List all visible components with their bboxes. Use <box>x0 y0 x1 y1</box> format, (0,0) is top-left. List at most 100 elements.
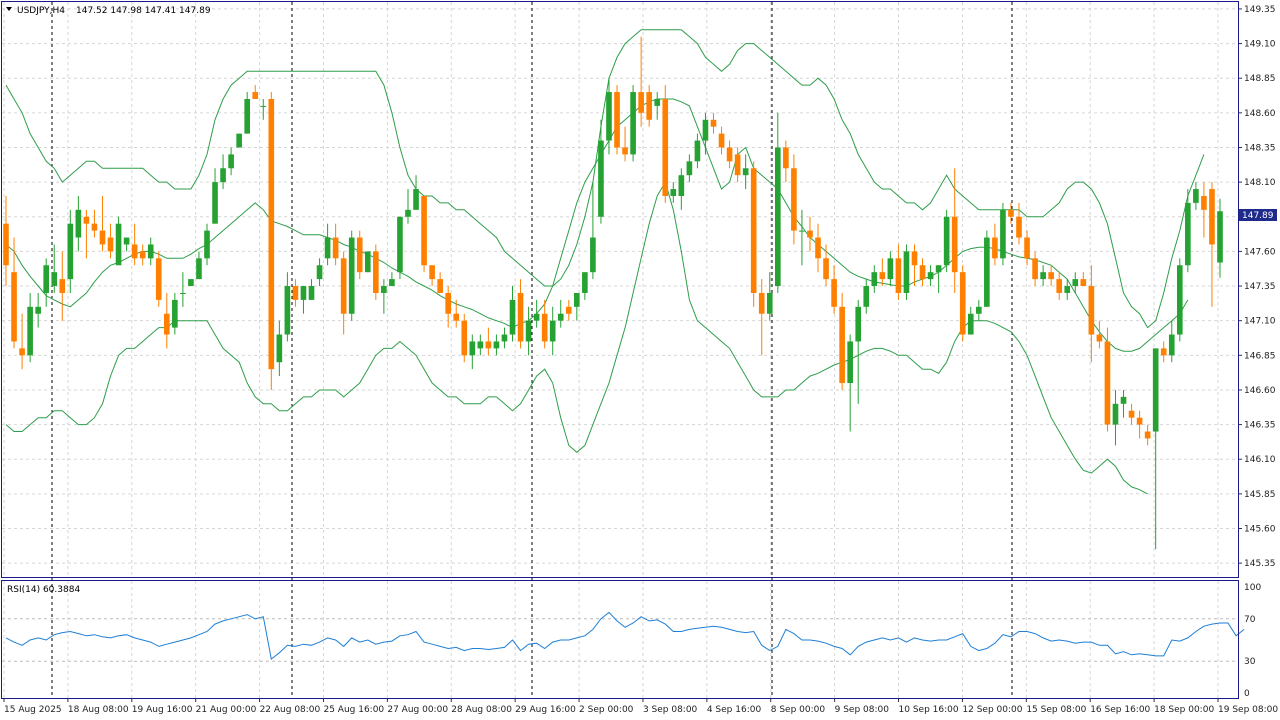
candle[interactable] <box>1120 389 1127 418</box>
candle[interactable] <box>807 216 813 252</box>
candle[interactable] <box>622 126 628 162</box>
candle[interactable] <box>1176 258 1183 342</box>
candle[interactable] <box>1016 202 1022 245</box>
candle[interactable] <box>646 85 652 127</box>
candle[interactable] <box>284 272 291 342</box>
candle[interactable] <box>180 272 186 307</box>
candle[interactable] <box>775 112 781 293</box>
candle[interactable] <box>99 195 106 252</box>
candle[interactable] <box>1193 182 1199 210</box>
candle[interactable] <box>300 286 307 314</box>
candle[interactable] <box>51 244 58 293</box>
candle[interactable] <box>984 230 990 307</box>
candle[interactable] <box>799 209 805 266</box>
candle[interactable] <box>308 279 315 300</box>
candle[interactable] <box>1160 341 1167 363</box>
candle[interactable] <box>27 292 33 363</box>
candle[interactable] <box>469 334 476 370</box>
candle[interactable] <box>823 244 829 287</box>
candle[interactable] <box>525 306 532 356</box>
candle[interactable] <box>292 279 299 307</box>
candle[interactable] <box>1032 251 1038 287</box>
candle[interactable] <box>750 161 757 307</box>
candle[interactable] <box>1136 410 1143 439</box>
candle[interactable] <box>1008 202 1014 224</box>
candle[interactable] <box>710 112 717 134</box>
candle[interactable] <box>413 175 419 210</box>
candle[interactable] <box>791 154 797 245</box>
candle[interactable] <box>839 292 845 390</box>
candle[interactable] <box>879 258 886 287</box>
candle[interactable] <box>831 265 837 314</box>
candle[interactable] <box>1112 389 1119 446</box>
candle[interactable] <box>565 299 572 321</box>
candle[interactable] <box>373 244 379 300</box>
candle[interactable] <box>1088 265 1095 363</box>
candle[interactable] <box>951 168 958 293</box>
candle[interactable] <box>911 244 918 287</box>
candle[interactable] <box>783 140 789 183</box>
candle[interactable] <box>429 265 435 287</box>
candle[interactable] <box>91 209 98 238</box>
candle[interactable] <box>11 237 17 349</box>
candle[interactable] <box>606 78 612 155</box>
candle[interactable] <box>1080 272 1087 287</box>
candle[interactable] <box>903 244 910 300</box>
candle[interactable] <box>19 313 25 370</box>
candle[interactable] <box>1152 348 1159 550</box>
candle[interactable] <box>332 223 339 266</box>
candles[interactable] <box>3 36 1223 550</box>
candle[interactable] <box>871 265 878 293</box>
candle[interactable] <box>758 279 765 356</box>
candle[interactable] <box>83 209 90 259</box>
candle[interactable] <box>718 126 725 155</box>
candle[interactable] <box>163 292 170 349</box>
candle[interactable] <box>686 154 693 183</box>
candle[interactable] <box>107 223 114 259</box>
candle[interactable] <box>541 299 548 349</box>
candle[interactable] <box>1056 272 1063 300</box>
candle[interactable] <box>139 244 146 266</box>
candle[interactable] <box>895 244 902 300</box>
candle[interactable] <box>1096 320 1103 349</box>
candle[interactable] <box>252 85 259 99</box>
candle[interactable] <box>437 272 443 293</box>
candle[interactable] <box>1064 279 1071 300</box>
time-axis[interactable]: 15 Aug 2025 18 Aug 08:00 19 Aug 16:00 21 Au… <box>3 698 1278 715</box>
candle[interactable] <box>517 279 524 349</box>
candle[interactable] <box>244 92 251 134</box>
candle[interactable] <box>421 195 427 273</box>
candle[interactable] <box>967 306 974 335</box>
candle[interactable] <box>943 209 950 273</box>
candle[interactable] <box>670 182 677 203</box>
candle[interactable] <box>1185 189 1191 273</box>
candle[interactable] <box>228 147 234 176</box>
candle[interactable] <box>445 286 451 328</box>
candle[interactable] <box>220 154 226 190</box>
candle[interactable] <box>582 272 588 300</box>
candle[interactable] <box>935 265 942 293</box>
candle[interactable] <box>847 334 853 432</box>
candle[interactable] <box>324 223 331 266</box>
candle[interactable] <box>1024 230 1030 266</box>
rsi-pane[interactable]: 100 70 30 0 <box>2 581 1261 699</box>
candle[interactable] <box>381 279 387 314</box>
candle[interactable] <box>389 272 395 287</box>
candle[interactable] <box>3 195 9 287</box>
candle[interactable] <box>67 209 74 293</box>
candle[interactable] <box>364 251 371 273</box>
candle[interactable] <box>509 286 516 342</box>
price-axis[interactable]: 149.35 149.10 148.85 148.60 148.35 148.10 147.… <box>1238 5 1276 569</box>
candle[interactable] <box>493 334 500 356</box>
candle[interactable] <box>1104 327 1111 432</box>
candle[interactable] <box>702 112 709 155</box>
candle[interactable] <box>766 272 773 321</box>
candle[interactable] <box>726 140 733 169</box>
candle[interactable] <box>147 237 154 266</box>
candle[interactable] <box>477 334 484 356</box>
candle[interactable] <box>59 251 66 321</box>
candle[interactable] <box>630 85 636 162</box>
candle[interactable] <box>276 320 283 377</box>
triangle-down-icon[interactable] <box>6 7 12 11</box>
